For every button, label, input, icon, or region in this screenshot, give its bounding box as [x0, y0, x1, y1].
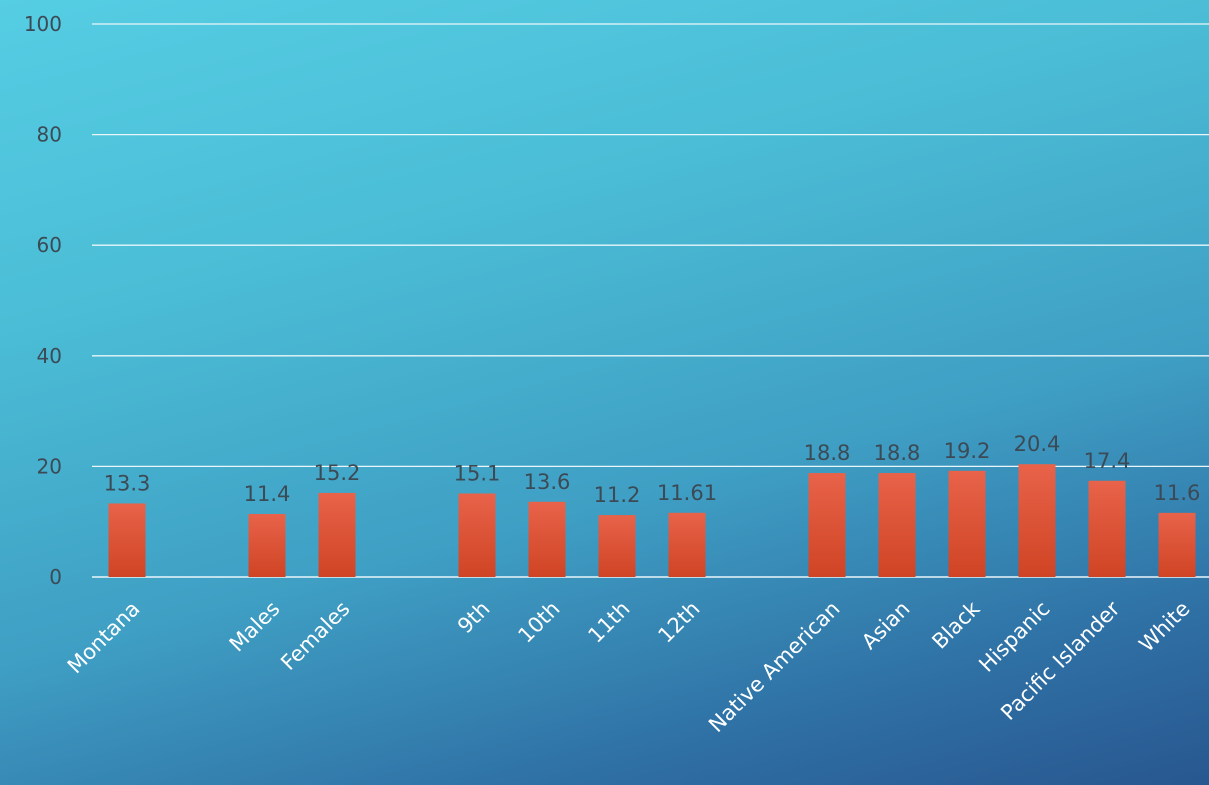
- data-label: 18.8: [804, 441, 851, 465]
- bar: [248, 513, 286, 577]
- data-label: 13.3: [104, 471, 151, 495]
- x-tick-label: White: [1134, 597, 1194, 657]
- y-tick-label: 100: [24, 12, 62, 36]
- data-label: 17.4: [1084, 449, 1131, 473]
- data-labels: 13.3 11.4 15.2 15.1 13.6 11.2 11.61 18.8 18.8 19.…: [104, 432, 1201, 507]
- bar: [1158, 512, 1196, 577]
- x-tick-label: Black: [927, 596, 985, 654]
- bar: [1088, 480, 1126, 577]
- bar: [878, 473, 916, 577]
- x-tick-label: Montana: [63, 597, 145, 679]
- x-tick-label: Pacific Islander: [996, 596, 1125, 725]
- data-label: 18.8: [874, 441, 921, 465]
- y-tick-label: 60: [37, 233, 62, 257]
- bars: [108, 464, 1196, 577]
- data-label: 11.4: [244, 482, 291, 506]
- x-tick-label: 12th: [653, 597, 704, 648]
- data-label: 20.4: [1014, 432, 1061, 456]
- y-tick-label: 40: [37, 344, 62, 368]
- bar: [948, 470, 986, 577]
- bar: [528, 501, 566, 577]
- data-label: 15.1: [454, 461, 501, 485]
- data-label: 13.6: [524, 470, 571, 494]
- x-tick-label: 10th: [513, 597, 564, 648]
- bar: [668, 512, 706, 577]
- bar: [808, 473, 846, 577]
- y-tick-label: 0: [49, 565, 62, 589]
- x-tick-label: Males: [225, 597, 285, 657]
- bar: [108, 503, 146, 577]
- x-tick-label: Asian: [857, 597, 915, 655]
- data-label: 11.61: [657, 481, 717, 505]
- x-tick-label: Native American: [704, 597, 844, 737]
- data-label: 11.2: [594, 483, 641, 507]
- x-tick-label: Females: [276, 597, 354, 675]
- y-tick-label: 80: [37, 123, 62, 147]
- y-axis-ticks: 0 20 40 60 80 100: [24, 12, 62, 589]
- y-tick-label: 20: [37, 454, 62, 478]
- x-tick-label: 9th: [453, 597, 495, 639]
- data-label: 19.2: [944, 439, 991, 463]
- bar: [598, 515, 636, 577]
- bar: [458, 493, 496, 577]
- bar: [318, 492, 356, 577]
- data-label: 15.2: [314, 461, 361, 485]
- bar: [1018, 464, 1056, 577]
- x-tick-label: 11th: [583, 597, 634, 648]
- data-label: 11.6: [1154, 481, 1201, 505]
